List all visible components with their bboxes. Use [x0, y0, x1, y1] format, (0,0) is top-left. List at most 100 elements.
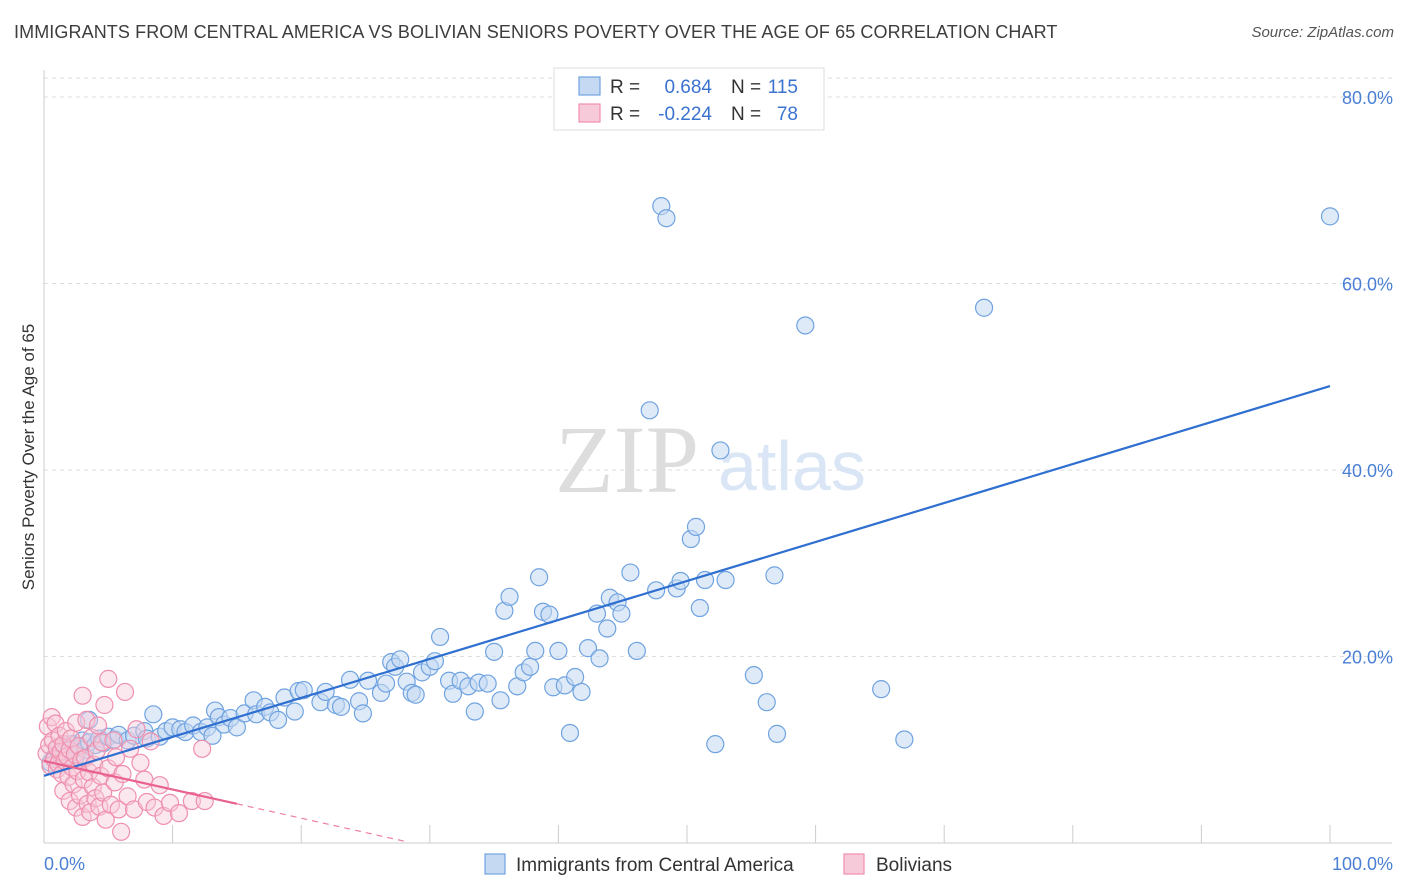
point-central-america-105 [657, 209, 676, 228]
legend-r-value-blue: 0.684 [664, 77, 712, 98]
point-central-america-68 [430, 627, 450, 647]
trend-line-central-america [43, 385, 1331, 777]
chart-title: IMMIGRANTS FROM CENTRAL AMERICA VS BOLIV… [14, 22, 1058, 42]
point-bolivians-75 [182, 791, 201, 811]
series-legend-label-pink: Bolivians [876, 855, 952, 876]
point-bolivians-50 [95, 695, 114, 715]
point-bolivians-7 [46, 714, 65, 733]
point-central-america-116 [757, 693, 776, 712]
point-central-america-121 [895, 730, 914, 749]
series-legend: Immigrants from Central America Bolivian… [484, 853, 952, 876]
point-central-america-117 [765, 566, 784, 585]
legend-n-label-pink: N = [731, 104, 761, 125]
point-bolivians-52 [99, 669, 118, 688]
point-central-america-95 [590, 649, 609, 668]
point-central-america-48 [294, 680, 313, 700]
point-bolivians-66 [131, 753, 150, 772]
point-central-america-90 [560, 723, 580, 743]
point-central-america-38 [227, 718, 246, 737]
point-central-america-93 [578, 639, 598, 658]
grid-layer [43, 77, 1392, 843]
point-central-america-122 [974, 298, 994, 317]
point-central-america-46 [285, 702, 304, 721]
point-central-america-44 [268, 710, 288, 730]
point-bolivians-76 [193, 739, 212, 758]
point-central-america-120 [872, 680, 891, 699]
point-central-america-33 [203, 726, 222, 745]
y-tick-label-3: 80.0% [1342, 88, 1393, 108]
point-central-america-75 [478, 674, 497, 693]
y-axis-label: Seniors Poverty Over the Age of 65 [19, 324, 38, 590]
x-tick-label-1: 100.0% [1332, 854, 1393, 874]
point-bolivians-65 [127, 720, 146, 739]
point-central-america-52 [331, 697, 351, 716]
legend-n-value-blue: 115 [768, 77, 798, 98]
legend-swatch-blue [578, 76, 601, 96]
point-central-america-84 [530, 568, 549, 587]
series-legend-swatch-pink [843, 853, 865, 875]
point-central-america-113 [711, 441, 730, 460]
y-tick-label-2: 60.0% [1342, 275, 1393, 295]
point-central-america-76 [485, 642, 504, 661]
point-central-america-82 [521, 657, 540, 676]
legend-n-value-pink: 78 [777, 104, 798, 125]
watermark-atlas: atlas [718, 427, 866, 505]
series-bolivians-points [37, 669, 214, 841]
trend-lines [43, 385, 1331, 842]
x-tick-labels: 0.0% 100.0% [44, 854, 1393, 874]
point-central-america-73 [465, 702, 484, 721]
watermark-zip: ZIP [555, 406, 699, 513]
stats-legend: R = 0.684 N = 115 R = -0.224 N = 78 [553, 67, 825, 131]
trend-line-bolivians-extension [236, 803, 405, 842]
point-bolivians-27 [67, 713, 86, 732]
legend-swatch-pink [578, 103, 601, 123]
point-bolivians-45 [88, 716, 108, 735]
point-central-america-119 [796, 316, 815, 335]
point-bolivians-59 [112, 822, 131, 841]
point-central-america-102 [640, 401, 659, 420]
y-tick-labels: 20.0% 40.0% 60.0% 80.0% [1342, 88, 1393, 668]
legend-r-label-pink: R = [610, 104, 640, 125]
point-central-america-115 [744, 666, 763, 685]
point-central-america-24 [144, 705, 163, 724]
point-central-america-79 [500, 587, 519, 606]
point-central-america-58 [376, 674, 396, 693]
point-central-america-100 [621, 563, 640, 582]
point-bolivians-73 [160, 793, 180, 813]
point-bolivians-61 [115, 682, 135, 702]
x-tick-label-0: 0.0% [44, 854, 85, 874]
point-central-america-77 [491, 691, 510, 710]
trend-line-bolivians [43, 759, 238, 805]
point-bolivians-39 [81, 803, 100, 822]
point-bolivians-55 [104, 731, 123, 750]
point-central-america-114 [716, 570, 735, 590]
point-central-america-64 [406, 685, 425, 704]
point-bolivians-15 [54, 781, 73, 800]
watermark: ZIP atlas [555, 406, 866, 513]
point-central-america-92 [572, 682, 591, 702]
point-bolivians-58 [109, 800, 128, 819]
point-bolivians-36 [77, 710, 96, 730]
point-central-america-112 [706, 735, 725, 754]
point-central-america-99 [612, 604, 631, 623]
point-central-america-101 [627, 641, 646, 661]
point-central-america-123 [1320, 207, 1340, 226]
series-legend-label-blue: Immigrants from Central America [516, 855, 794, 876]
point-central-america-110 [690, 598, 709, 618]
point-bolivians-48 [92, 733, 111, 752]
point-central-america-96 [598, 619, 617, 638]
legend-r-value-pink: -0.224 [658, 104, 712, 125]
point-central-america-109 [686, 517, 706, 536]
point-bolivians-21 [60, 791, 79, 811]
point-central-america-83 [526, 641, 545, 661]
legend-n-label-blue: N = [731, 77, 761, 98]
point-bolivians-26 [67, 798, 86, 817]
y-tick-label-1: 40.0% [1342, 461, 1393, 481]
point-central-america-88 [549, 641, 568, 661]
series-legend-swatch-blue [484, 853, 506, 875]
point-bolivians-33 [73, 686, 92, 705]
legend-r-label-blue: R = [610, 77, 640, 98]
source-note: Source: ZipAtlas.com [1251, 24, 1394, 41]
y-tick-label-0: 20.0% [1342, 648, 1393, 668]
